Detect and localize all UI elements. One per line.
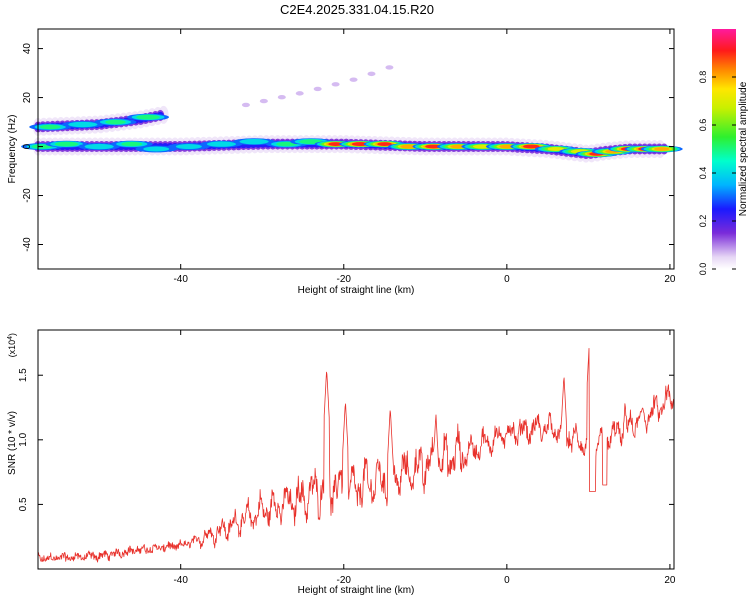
spectrogram-y-tick-label: 40 bbox=[22, 43, 33, 55]
spectrogram-blob bbox=[499, 144, 515, 149]
spectrogram-blob bbox=[136, 114, 160, 120]
spectrogram-frame bbox=[37, 28, 675, 270]
spectrogram-blob bbox=[39, 124, 61, 130]
snr-series-line bbox=[37, 348, 675, 563]
spectrogram-y-tick-label: 20 bbox=[22, 92, 33, 104]
spectrogram-streak-cell bbox=[385, 65, 394, 70]
spectrogram-blob bbox=[239, 138, 269, 145]
colorbar: 0.0 0.2 0.4 0.6 0.8 Normalized spectral ampl… bbox=[698, 29, 749, 275]
snr-y-label: SNR (10 * v/v) bbox=[7, 411, 18, 475]
spectrogram-streak-cell bbox=[241, 102, 250, 108]
snr-x-label: Height of straight line (km) bbox=[298, 585, 415, 596]
snr-y-tick-label: 1.0 bbox=[18, 432, 29, 446]
spectrogram-blob bbox=[84, 143, 114, 150]
figure-title: C2E4.2025.331.04.15.R20 bbox=[280, 2, 434, 17]
spectrogram-y-label: Frequency (Hz) bbox=[7, 115, 18, 184]
spectrogram-blob bbox=[54, 141, 79, 147]
snr-x-tick-label: -40 bbox=[173, 575, 188, 586]
spectrogram-x-label: Height of straight line (km) bbox=[298, 285, 415, 296]
spectrogram-blob bbox=[400, 144, 418, 149]
colorbar-label: Normalized spectral amplitude bbox=[738, 81, 749, 216]
spectrogram-streak-cell bbox=[313, 86, 322, 92]
colorbar-tick-label: 0.4 bbox=[698, 167, 708, 180]
spectrogram-x-tick-label: -40 bbox=[173, 274, 188, 285]
spectrogram-blob bbox=[351, 142, 369, 147]
snr-y-tick-label: 1.5 bbox=[18, 368, 29, 382]
spectrogram-x-tick-label: 20 bbox=[664, 274, 676, 285]
snr-x-tick-label: -20 bbox=[337, 575, 352, 586]
spectrogram-streak-cell bbox=[367, 71, 376, 77]
spectrogram-blob bbox=[450, 144, 466, 149]
spectrogram-blob bbox=[276, 141, 298, 147]
spectrogram-blob bbox=[121, 141, 143, 147]
colorbar-tick-label: 0.0 bbox=[698, 263, 708, 276]
spectrogram-y-tick-label: 0 bbox=[22, 143, 33, 149]
spectrogram-blob bbox=[328, 142, 343, 146]
colorbar-ticks: 0.0 0.2 0.4 0.6 0.8 bbox=[698, 71, 736, 276]
spectrogram-blob bbox=[175, 144, 202, 150]
spectrogram-streak-cell bbox=[259, 98, 268, 104]
snr-y-ticks: 0.5 1.0 1.5 bbox=[18, 368, 674, 511]
spectrogram-y-ticks: 40 20 0 -20 -40 bbox=[22, 43, 674, 252]
snr-x-tick-label: 0 bbox=[504, 575, 510, 586]
colorbar-tick-label: 0.6 bbox=[698, 119, 708, 132]
spectrogram-blob bbox=[206, 141, 237, 147]
colorbar-gradient bbox=[712, 29, 736, 269]
spectrogram-y-tick-label: -20 bbox=[22, 188, 33, 203]
snr-y-tick-label: 0.5 bbox=[18, 497, 29, 511]
snr-frame bbox=[37, 329, 675, 570]
spectrogram-blob bbox=[523, 144, 540, 149]
snr-background bbox=[38, 330, 674, 569]
spectrogram-y-tick-label: -40 bbox=[22, 237, 33, 252]
colorbar-tick-label: 0.2 bbox=[698, 215, 708, 228]
colorbar-tick-label: 0.8 bbox=[698, 71, 708, 84]
spectrogram-x-tick-label: 0 bbox=[504, 274, 510, 285]
spectrogram-x-ticks: -40 -20 0 20 bbox=[173, 29, 676, 285]
snr-scale-label: (x104) bbox=[7, 333, 17, 357]
spectrogram-x-tick-label: -20 bbox=[337, 274, 352, 285]
snr-x-tick-label: 20 bbox=[664, 575, 676, 586]
spectrogram-streak-cell bbox=[295, 91, 304, 96]
spectrogram-panel: -40 -20 0 20 40 20 0 -20 -40 Height of straight… bbox=[7, 28, 683, 296]
snr-x-ticks: -40 -20 0 20 bbox=[173, 330, 676, 586]
spectrogram-blob bbox=[425, 144, 442, 149]
spectrogram-blob bbox=[68, 121, 98, 128]
spectrogram-streak-cell bbox=[331, 82, 340, 87]
spectrogram-blob bbox=[105, 119, 126, 125]
spectrogram-layer bbox=[21, 65, 683, 163]
spectrogram-blob bbox=[547, 147, 564, 151]
spectrogram-blob bbox=[143, 146, 170, 152]
spectrogram-blob bbox=[377, 142, 392, 146]
spectrogram-streak-cell bbox=[277, 95, 286, 100]
snr-panel: -40 -20 0 20 0.5 1.0 1.5 Height of straight l… bbox=[7, 329, 676, 596]
spectrogram-streak-cell bbox=[349, 77, 358, 82]
spectrogram-blob bbox=[654, 147, 670, 151]
